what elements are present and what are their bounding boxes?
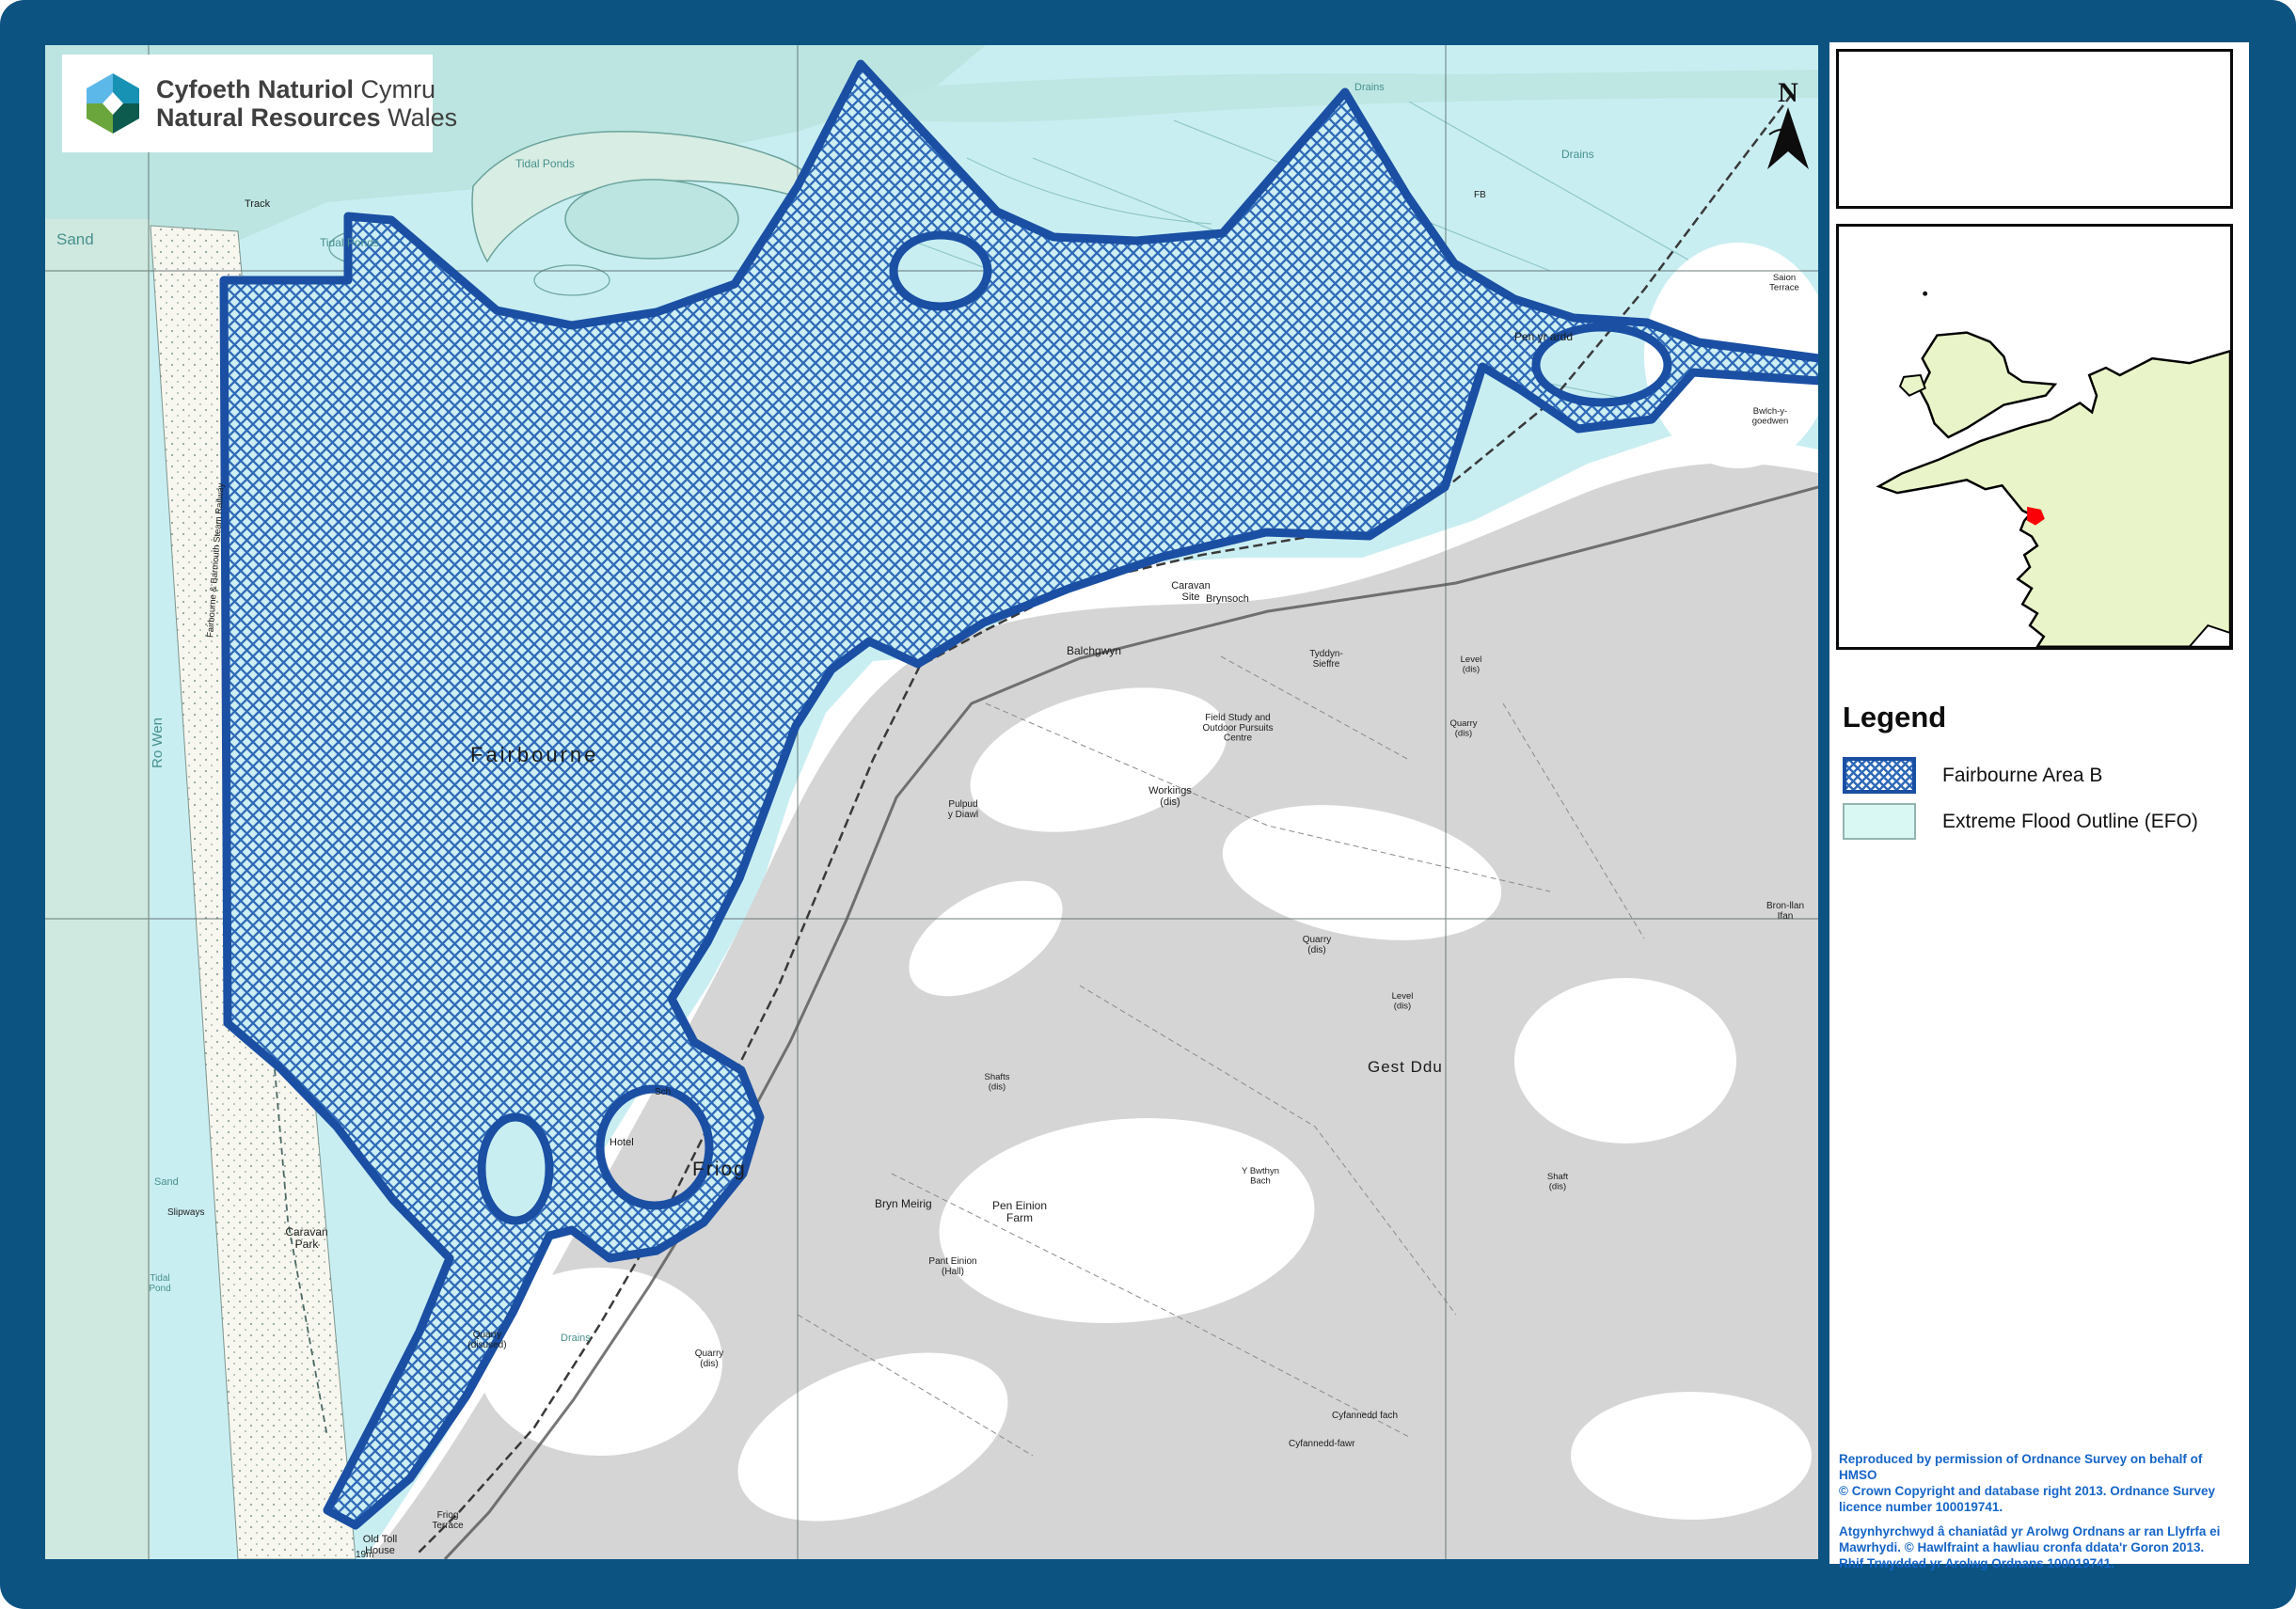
map-label: Quarry (disused): [467, 1330, 506, 1350]
map-label: Caravan Site: [1171, 580, 1211, 603]
map-label: Bron-llan Ifan: [1766, 901, 1804, 922]
nrw-logo: Cyfoeth Naturiol Cymru Natural Resources…: [62, 55, 457, 152]
map-label: Brynsoch: [1206, 593, 1249, 605]
north-arrow: N: [1767, 77, 1809, 169]
logo-line2-bold: Natural Resources: [156, 103, 381, 132]
logo-line1-bold: Cyfoeth Naturiol: [156, 75, 355, 103]
coast-road: [443, 485, 1818, 1559]
sea-corner: [45, 219, 102, 292]
tidal-pond-ring: [533, 264, 610, 296]
efo-swatch: [1843, 803, 1916, 840]
map-label: Gest Ddu: [1368, 1058, 1443, 1076]
legend-label: Extreme Flood Outline (EFO): [1942, 810, 2198, 832]
map-label: Fairbourne: [470, 743, 598, 766]
inset-border-notch: [2188, 623, 2230, 647]
map-label: Shafts (dis): [985, 1072, 1010, 1092]
sand-spit: [471, 131, 819, 263]
legend-item-area-b: Fairbourne Area B: [1843, 757, 2238, 794]
map-label: Track: [245, 198, 271, 210]
terrain-hills: [370, 463, 1818, 1559]
map-label: Balchgwyn: [1067, 644, 1121, 657]
map-label: Friog Terrace: [432, 1510, 464, 1531]
field-boundaries: [797, 655, 1645, 1457]
map-label: Cyfannedd-fawr: [1289, 1439, 1355, 1449]
inset-islet: [1923, 291, 1928, 296]
map-label: Sand: [56, 230, 94, 248]
map-label: Caravan Park: [285, 1225, 327, 1251]
map-label: Level (dis): [1461, 655, 1482, 674]
nrw-logo-text: Cyfoeth Naturiol Cymru Natural Resources…: [156, 75, 457, 132]
legend-item-efo: Extreme Flood Outline (EFO): [1843, 803, 2238, 840]
map-label: Ro Wen: [150, 718, 166, 768]
logo-line2-regular: Wales: [380, 103, 458, 132]
map-label: Cyfannedd fach: [1332, 1411, 1398, 1421]
map-label: Shaft (dis): [1547, 1172, 1569, 1191]
area-b-polygon: [219, 59, 1818, 1530]
map-label: Level (dis): [1392, 991, 1414, 1011]
map-label: Drains: [1561, 148, 1594, 161]
map-label: Bwlch-y-goedwen: [1752, 406, 1789, 426]
map-label: Quarry (dis): [1303, 935, 1332, 955]
map-label: Pen Einion Farm: [992, 1199, 1047, 1224]
wales-inset-map: [1836, 224, 2233, 650]
wales-inset-svg: [1839, 227, 2230, 647]
inset-mainland: [1876, 350, 2230, 647]
map-label: Bryn Meirig: [875, 1197, 932, 1210]
copyright-welsh: Atgynhyrchwyd â chaniatâd yr Arolwg Ordn…: [1839, 1524, 2221, 1570]
sidebar: Legend Fairbourne Area B Extreme Flood O…: [1829, 42, 2249, 1570]
terrain-fields: [478, 243, 1818, 1522]
nrw-logo-icon: [87, 73, 139, 134]
map-label: Tidal Ponds: [320, 236, 379, 249]
north-arrow-label: N: [1778, 77, 1798, 108]
legend-title: Legend: [1843, 701, 1947, 734]
map-label: Pulpud y Diawl: [948, 799, 978, 820]
tidal-pond-shape: [564, 179, 739, 260]
map-label: Sch: [655, 1087, 671, 1097]
sea: [45, 219, 150, 1559]
inset-holy-island: [1898, 373, 1926, 397]
map-label: Y Bwthyn Bach: [1242, 1166, 1279, 1186]
map-label: Quarry (dis): [695, 1349, 724, 1369]
map-label: Saion Terrace: [1769, 273, 1799, 292]
title-box: [1836, 49, 2233, 209]
legend: Legend Fairbourne Area B Extreme Flood O…: [1843, 701, 2238, 849]
map-label: Workings (dis): [1148, 785, 1192, 808]
inset-location-marker: [2027, 506, 2045, 526]
map-label: Pen yr ardd: [1514, 330, 1573, 343]
map-label: Quarry (dis): [1449, 718, 1477, 738]
estuary-channel: [892, 70, 1818, 122]
map-label: Tyddyn-Sieffre: [1309, 649, 1343, 670]
map-label: Drains: [561, 1333, 591, 1344]
map-label: Hotel: [610, 1137, 634, 1148]
map-label: Drains: [1354, 82, 1385, 93]
copyright-notice: Reproduced by permission of Ordnance Sur…: [1839, 1451, 2243, 1580]
map-label: Pant Einion (Hall): [928, 1256, 976, 1277]
map-label: Slipways: [167, 1207, 204, 1218]
legend-label: Fairbourne Area B: [1942, 764, 2103, 786]
logo-line1-regular: Cymru: [354, 75, 436, 103]
map-label: Old Toll House: [363, 1534, 397, 1556]
copyright-english: Reproduced by permission of Ordnance Sur…: [1839, 1452, 2216, 1514]
map-label: Tidal Pond: [149, 1273, 170, 1294]
map-label: Tidal Ponds: [515, 157, 575, 170]
map-label: Friog: [692, 1159, 747, 1180]
map-label: FB: [1474, 190, 1486, 200]
map-label: 19m: [356, 1550, 373, 1559]
area-b-swatch: [1843, 757, 1916, 794]
map-label: Field Study and Outdoor Pursuits Centre: [1202, 713, 1273, 744]
map-label: Sand: [154, 1176, 179, 1188]
